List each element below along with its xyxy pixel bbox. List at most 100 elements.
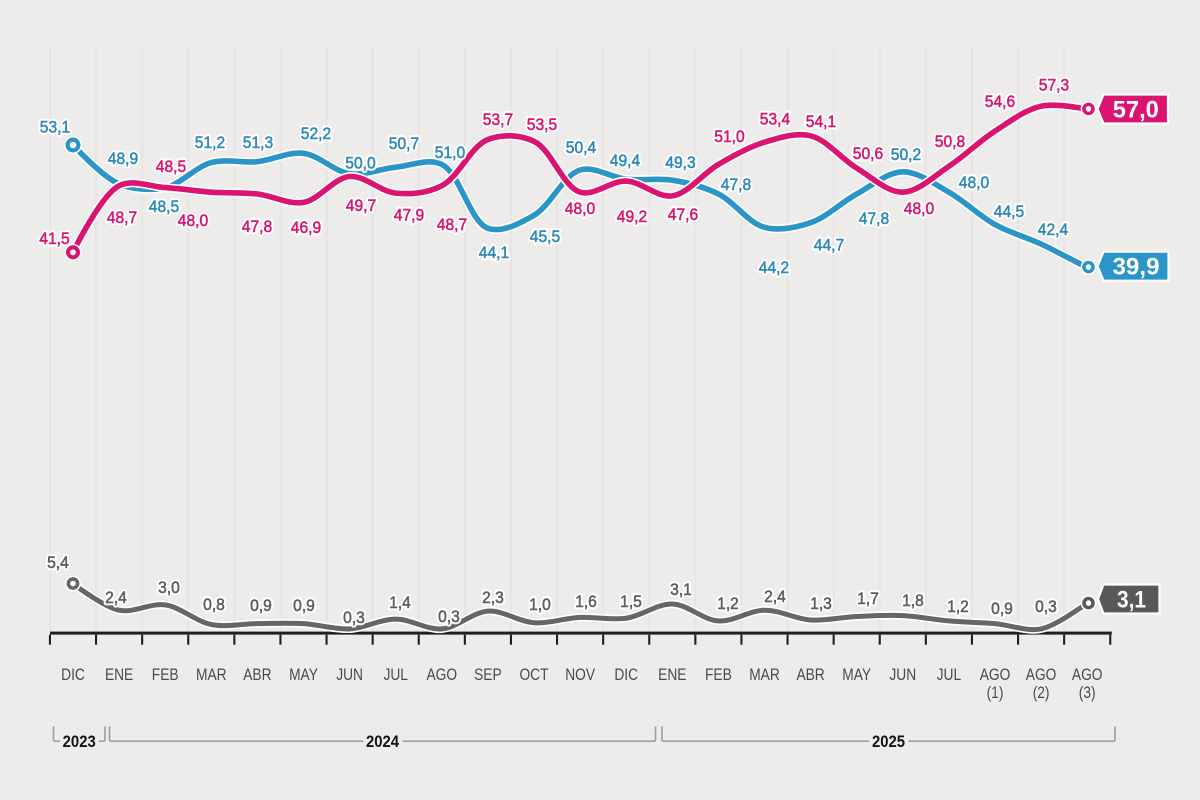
svg-text:0,9: 0,9 [991,599,1013,618]
svg-text:47,6: 47,6 [668,205,698,224]
svg-text:49,2: 49,2 [617,207,647,226]
svg-text:47,6: 47,6 [668,205,698,224]
svg-text:39,9: 39,9 [1113,254,1160,281]
svg-text:51,0: 51,0 [435,143,465,162]
svg-text:57,0: 57,0 [1113,97,1159,124]
svg-text:48,7: 48,7 [437,215,467,234]
svg-text:1,2: 1,2 [717,594,739,613]
svg-text:49,4: 49,4 [610,151,640,170]
svg-text:51,2: 51,2 [195,133,225,152]
svg-text:FEB: FEB [152,665,179,684]
svg-text:OCT: OCT [519,665,548,684]
svg-text:1,0: 1,0 [529,595,551,614]
svg-text:48,5: 48,5 [149,197,179,216]
svg-text:53,1: 53,1 [40,118,70,137]
svg-text:1,0: 1,0 [529,595,551,614]
svg-text:0,8: 0,8 [203,595,225,614]
svg-text:52,2: 52,2 [301,124,331,143]
svg-text:44,5: 44,5 [994,202,1024,221]
svg-text:5,4: 5,4 [47,553,69,572]
svg-text:41,5: 41,5 [39,229,69,248]
svg-text:46,9: 46,9 [291,218,321,237]
svg-text:1,3: 1,3 [810,594,832,613]
svg-text:1,5: 1,5 [620,592,642,611]
svg-text:2024: 2024 [366,732,400,751]
svg-text:3,1: 3,1 [670,580,692,599]
svg-text:49,7: 49,7 [346,196,376,215]
svg-text:48,0: 48,0 [565,199,595,218]
svg-text:50,6: 50,6 [853,144,883,163]
svg-text:ENE: ENE [105,665,133,684]
svg-text:49,7: 49,7 [346,196,376,215]
svg-text:50,0: 50,0 [345,154,375,173]
svg-text:44,7: 44,7 [814,236,844,255]
svg-text:47,8: 47,8 [242,217,272,236]
svg-text:2,4: 2,4 [764,587,786,606]
svg-text:AGO: AGO [1072,665,1103,684]
svg-text:53,5: 53,5 [527,115,557,134]
svg-text:48,5: 48,5 [156,157,186,176]
svg-text:JUN: JUN [336,665,363,684]
svg-text:49,3: 49,3 [665,153,695,172]
svg-text:1,4: 1,4 [389,593,411,612]
svg-text:54,1: 54,1 [806,112,836,131]
svg-text:FEB: FEB [705,665,732,684]
svg-text:48,5: 48,5 [156,157,186,176]
svg-text:47,8: 47,8 [859,209,889,228]
svg-text:1,2: 1,2 [947,597,969,616]
svg-text:47,9: 47,9 [394,206,424,225]
svg-text:SEP: SEP [474,665,502,684]
svg-text:48,7: 48,7 [107,208,137,227]
svg-text:0,8: 0,8 [203,595,225,614]
svg-text:49,3: 49,3 [665,153,695,172]
svg-text:0,9: 0,9 [991,599,1013,618]
svg-text:51,3: 51,3 [243,133,273,152]
svg-text:48,9: 48,9 [108,149,138,168]
svg-text:1,7: 1,7 [857,589,879,608]
svg-text:48,5: 48,5 [149,197,179,216]
svg-text:DIC: DIC [614,665,638,684]
svg-text:(3): (3) [1079,683,1096,702]
svg-text:45,5: 45,5 [530,227,560,246]
svg-text:49,4: 49,4 [610,151,640,170]
svg-text:48,0: 48,0 [565,199,595,218]
svg-text:44,7: 44,7 [814,236,844,255]
svg-text:2,4: 2,4 [764,587,786,606]
svg-text:0,3: 0,3 [438,607,460,626]
svg-text:52,2: 52,2 [301,124,331,143]
svg-text:0,3: 0,3 [1035,597,1057,616]
svg-text:48,0: 48,0 [959,173,989,192]
svg-text:3,1: 3,1 [670,580,692,599]
svg-text:1,2: 1,2 [947,597,969,616]
svg-text:1,6: 1,6 [575,592,597,611]
svg-text:NOV: NOV [565,665,595,684]
svg-text:57,3: 57,3 [1039,76,1069,95]
svg-text:3,1: 3,1 [1117,587,1146,614]
svg-text:48,0: 48,0 [178,211,208,230]
svg-text:54,1: 54,1 [806,112,836,131]
svg-text:51,0: 51,0 [714,127,744,146]
svg-text:2023: 2023 [63,732,96,751]
svg-text:2,4: 2,4 [105,588,127,607]
svg-text:0,3: 0,3 [343,608,365,627]
svg-text:2025: 2025 [872,732,905,751]
svg-text:42,4: 42,4 [1038,220,1068,239]
svg-text:JUL: JUL [937,665,962,684]
svg-text:44,1: 44,1 [479,243,509,262]
svg-text:53,7: 53,7 [483,110,513,129]
svg-text:MAR: MAR [196,665,227,684]
svg-text:1,2: 1,2 [717,594,739,613]
svg-text:0,9: 0,9 [293,596,315,615]
svg-text:AGO: AGO [427,665,458,684]
svg-text:44,5: 44,5 [994,202,1024,221]
svg-text:47,8: 47,8 [859,209,889,228]
svg-text:0,9: 0,9 [250,596,272,615]
svg-text:44,2: 44,2 [759,258,789,277]
svg-text:48,7: 48,7 [437,215,467,234]
svg-text:ABR: ABR [796,665,824,684]
svg-text:53,1: 53,1 [40,118,70,137]
svg-text:50,7: 50,7 [389,134,419,153]
svg-text:ABR: ABR [243,665,271,684]
svg-text:1,3: 1,3 [810,594,832,613]
svg-text:44,2: 44,2 [759,258,789,277]
